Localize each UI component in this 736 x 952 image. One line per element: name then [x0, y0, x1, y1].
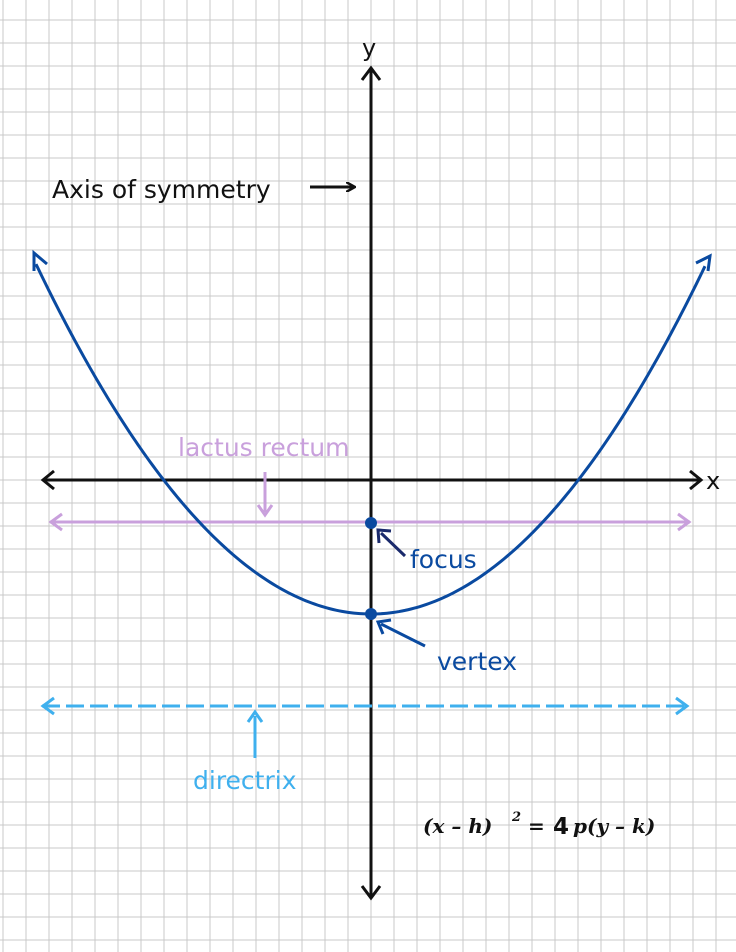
parabola-right-arrow	[695, 253, 712, 272]
vertex-point	[365, 608, 377, 620]
formula-four: 4	[553, 814, 569, 840]
latus-rectum-label: lactus rectum	[178, 433, 349, 462]
vertex-pointer-head	[375, 618, 392, 635]
focus-pointer	[379, 531, 407, 558]
focus-point	[365, 517, 377, 529]
parabola-formula: (x – h) 2 = 4 p(y – k)	[423, 810, 655, 840]
formula-lhs: (x – h)	[423, 814, 492, 838]
axis-of-symmetry-label: Axis of symmetry	[52, 175, 271, 204]
x-axis-right-arrow	[689, 469, 704, 491]
parabola-left-arrow	[32, 249, 48, 271]
latus-rectum-left-arrow	[48, 512, 63, 532]
latus-rectum-pointer-head	[256, 504, 274, 518]
latus-rectum-right-arrow	[677, 512, 692, 532]
formula-rhs: p(y – k)	[573, 814, 655, 838]
x-axis-left-arrow	[40, 469, 55, 491]
y-axis-top-arrow	[360, 65, 382, 81]
y-axis-label: y	[362, 34, 376, 62]
directrix-pointer-head	[246, 709, 264, 723]
vertex-label: vertex	[437, 647, 517, 676]
formula-equals: =	[528, 814, 545, 838]
x-axis-label: x	[706, 467, 720, 495]
y-axis-bottom-arrow	[360, 885, 382, 901]
focus-pointer-head	[376, 528, 392, 544]
directrix-left-arrow	[40, 696, 55, 716]
focus-label: focus	[410, 545, 477, 574]
formula-exponent: 2	[511, 810, 521, 825]
vertex-pointer	[380, 622, 426, 648]
directrix-label: directrix	[193, 766, 297, 795]
directrix-right-arrow	[675, 696, 690, 716]
